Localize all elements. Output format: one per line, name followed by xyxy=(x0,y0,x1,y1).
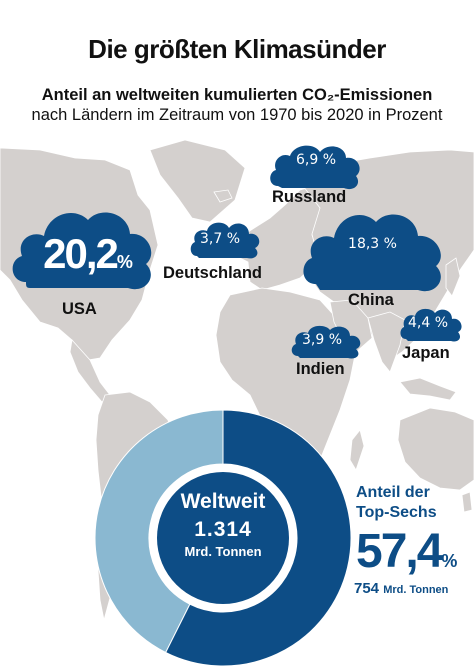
subtitle-sub: nach Ländern im Zeitraum von 1970 bis 20… xyxy=(31,106,443,124)
share-tonnes-unit: Mrd. Tonnen xyxy=(383,584,449,596)
deutschland-value: 3,7 % xyxy=(199,231,241,247)
china-value: 18,3 % xyxy=(348,236,397,252)
usa-percent-sign: % xyxy=(116,252,133,272)
donut-center-label: Weltweit xyxy=(180,490,266,513)
share-tonnes: 754 Mrd. Tonnen xyxy=(354,580,448,597)
donut-center-value: 1.314 xyxy=(194,518,252,541)
donut-slice-0 xyxy=(164,410,351,666)
donut-slice-1 xyxy=(95,410,224,654)
arabia-shape xyxy=(329,299,373,353)
new-zealand-shape xyxy=(461,491,473,513)
share-number: 57,4 xyxy=(356,525,443,578)
usa-value: 20,2% xyxy=(40,230,136,278)
madagascar-shape xyxy=(349,429,365,471)
russland-label: Russland xyxy=(272,188,347,206)
share-value: 57,4% xyxy=(356,524,457,579)
donut-center-unit: Mrd. Tonnen xyxy=(184,544,262,559)
share-tonnes-value: 754 xyxy=(354,580,380,597)
deutschland-label: Deutschland xyxy=(163,264,263,282)
share-heading-line1: Anteil der xyxy=(356,484,430,501)
usa-label: USA xyxy=(62,300,97,318)
share-percent-sign: % xyxy=(441,551,458,571)
cloud-icon-usa xyxy=(12,212,152,290)
share-heading-line2: Top-Sechs xyxy=(356,504,437,521)
page-title: Die größten Klimasünder xyxy=(88,34,386,64)
indonesia-shape xyxy=(399,377,457,401)
india-shape xyxy=(367,311,406,373)
indien-label: Indien xyxy=(296,360,345,378)
japan-value: 4,4 % xyxy=(407,315,449,331)
japan-label: Japan xyxy=(402,344,450,362)
iceland-shape xyxy=(213,189,233,203)
russland-value: 6,9 % xyxy=(295,152,337,168)
cloud-icon-china xyxy=(303,214,441,292)
cloud-icon-deutschland xyxy=(190,222,260,259)
cloud-icon-russland xyxy=(270,145,360,190)
cloud-icon-japan xyxy=(400,308,462,342)
subtitle-main: Anteil an weltweiten kumulierten CO₂-Emi… xyxy=(41,86,433,104)
indien-value: 3,9 % xyxy=(301,332,343,348)
donut-chart xyxy=(95,410,351,666)
central-america-shape xyxy=(69,339,111,403)
cloud-icon-indien xyxy=(291,325,361,359)
australia-shape xyxy=(397,407,474,491)
usa-number: 20,2 xyxy=(43,230,119,277)
china-label: China xyxy=(348,291,394,309)
greenland-shape xyxy=(149,139,246,223)
japan-shape xyxy=(445,257,461,297)
donut-center-disc xyxy=(157,472,289,604)
